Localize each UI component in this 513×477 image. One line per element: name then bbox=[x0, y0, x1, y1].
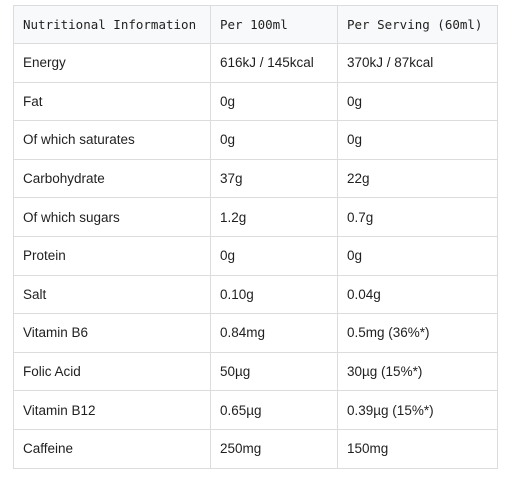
per-100ml-value: 0.10g bbox=[210, 274, 338, 315]
per-100ml-value: 50µg bbox=[210, 351, 338, 392]
per-100ml-value: 250mg bbox=[210, 428, 338, 469]
table-row: Caffeine 250mg 150mg bbox=[13, 428, 498, 469]
header-per-serving: Per Serving (60ml) bbox=[337, 5, 498, 44]
per-serving-value: 0.7g bbox=[337, 197, 498, 237]
per-serving-value: 150mg bbox=[337, 428, 498, 469]
per-100ml-value: 0.65µg bbox=[210, 390, 338, 430]
per-100ml-value: 0g bbox=[210, 120, 338, 160]
table-row: Carbohydrate 37g 22g bbox=[13, 158, 498, 199]
per-100ml-value: 1.2g bbox=[210, 197, 338, 237]
nutrient-name: Vitamin B12 bbox=[13, 390, 211, 430]
nutrient-name: Caffeine bbox=[13, 428, 211, 469]
table-row: Folic Acid 50µg 30µg (15%*) bbox=[13, 351, 498, 392]
per-serving-value: 0.39µg (15%*) bbox=[337, 390, 498, 430]
nutrient-name: Of which sugars bbox=[13, 197, 211, 237]
nutrient-name: Of which saturates bbox=[13, 120, 211, 160]
per-100ml-value: 0g bbox=[210, 235, 338, 276]
table-row: Energy 616kJ / 145kcal 370kJ / 87kcal bbox=[13, 43, 498, 83]
per-100ml-value: 0.84mg bbox=[210, 313, 338, 353]
nutrition-table: Nutritional Information Per 100ml Per Se… bbox=[13, 5, 498, 469]
nutrient-name: Salt bbox=[13, 274, 211, 315]
table-body: Energy 616kJ / 145kcal 370kJ / 87kcal Fa… bbox=[13, 43, 498, 469]
table-row: Vitamin B12 0.65µg 0.39µg (15%*) bbox=[13, 390, 498, 430]
table-row: Fat 0g 0g bbox=[13, 81, 498, 122]
nutrient-name: Carbohydrate bbox=[13, 158, 211, 199]
nutrient-name: Fat bbox=[13, 81, 211, 122]
table-row: Protein 0g 0g bbox=[13, 235, 498, 276]
per-100ml-value: 37g bbox=[210, 158, 338, 199]
nutrient-name: Protein bbox=[13, 235, 211, 276]
per-serving-value: 0g bbox=[337, 120, 498, 160]
nutrient-name: Vitamin B6 bbox=[13, 313, 211, 353]
header-per-100ml: Per 100ml bbox=[210, 5, 338, 44]
nutrient-name: Energy bbox=[13, 43, 211, 83]
per-100ml-value: 616kJ / 145kcal bbox=[210, 43, 338, 83]
header-row: Nutritional Information Per 100ml Per Se… bbox=[13, 5, 498, 44]
per-serving-value: 370kJ / 87kcal bbox=[337, 43, 498, 83]
per-serving-value: 0.5mg (36%*) bbox=[337, 313, 498, 353]
table-row: Vitamin B6 0.84mg 0.5mg (36%*) bbox=[13, 313, 498, 353]
per-serving-value: 22g bbox=[337, 158, 498, 199]
per-100ml-value: 0g bbox=[210, 81, 338, 122]
per-serving-value: 0.04g bbox=[337, 274, 498, 315]
nutrient-name: Folic Acid bbox=[13, 351, 211, 392]
header-nutritional-information: Nutritional Information bbox=[13, 5, 211, 44]
table-row: Salt 0.10g 0.04g bbox=[13, 274, 498, 315]
per-serving-value: 0g bbox=[337, 81, 498, 122]
table-header: Nutritional Information Per 100ml Per Se… bbox=[13, 5, 498, 44]
table-row: Of which sugars 1.2g 0.7g bbox=[13, 197, 498, 237]
table-row: Of which saturates 0g 0g bbox=[13, 120, 498, 160]
per-serving-value: 30µg (15%*) bbox=[337, 351, 498, 392]
per-serving-value: 0g bbox=[337, 235, 498, 276]
